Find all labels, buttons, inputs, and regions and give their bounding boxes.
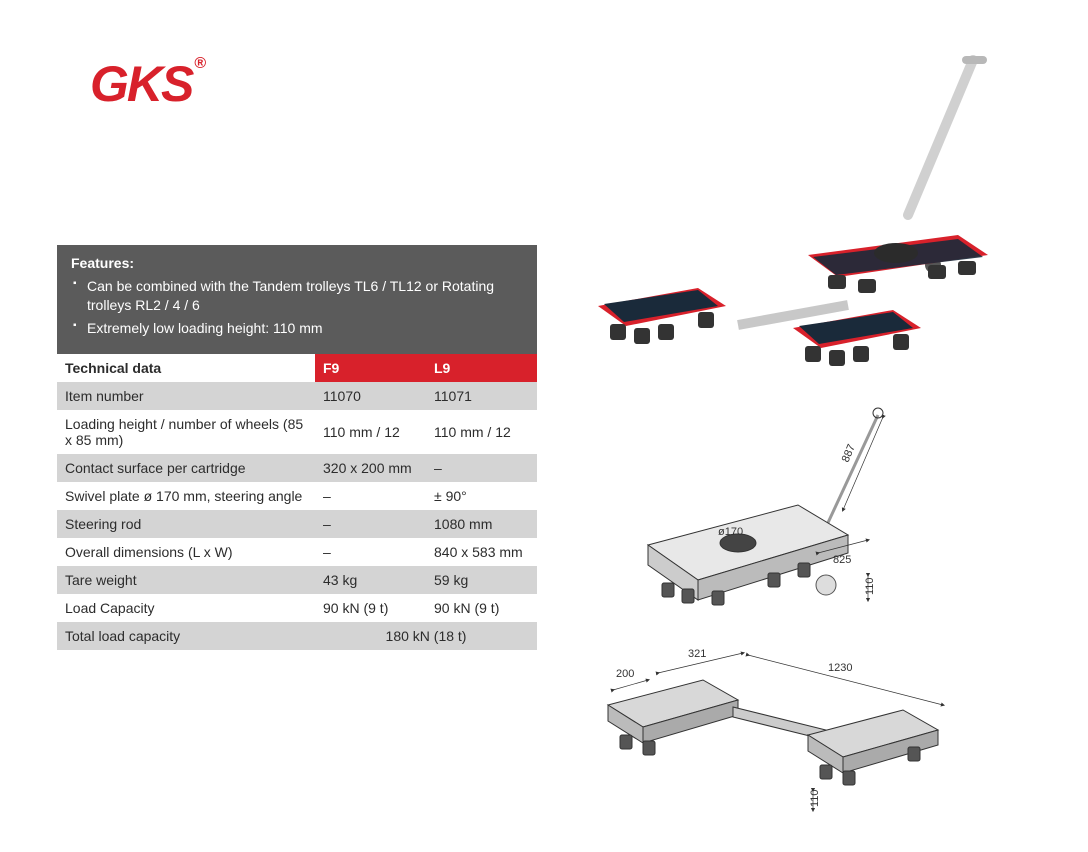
table-row: Total load capacity180 kN (18 t) [57, 622, 537, 650]
row-label: Loading height / number of wheels (85 x … [57, 410, 315, 454]
dim-label: 110 [809, 789, 821, 807]
dim-label: 825 [833, 554, 851, 566]
dim-label: 1230 [828, 662, 852, 674]
row-label: Steering rod [57, 510, 315, 538]
dim-label: 321 [688, 648, 706, 660]
dim-label: ø170 [718, 526, 743, 538]
table-cell: – [426, 454, 537, 482]
dim-label: 110 [864, 577, 876, 595]
technical-data-table: Technical data F9 L9 Item number11070110… [57, 354, 537, 650]
table-cell: – [315, 510, 426, 538]
brand-logo: GKS® [90, 55, 204, 113]
table-cell: ± 90° [426, 482, 537, 510]
feature-item: Can be combined with the Tandem trolleys… [71, 277, 523, 315]
features-list: Can be combined with the Tandem trolleys… [71, 277, 523, 338]
feature-item: Extremely low loading height: 110 mm [71, 319, 523, 338]
table-cell-merged: 180 kN (18 t) [315, 622, 537, 650]
table-column-header: F9 [315, 354, 426, 382]
table-cell: 840 x 583 mm [426, 538, 537, 566]
table-cell: 59 kg [426, 566, 537, 594]
table-row: Item number1107011071 [57, 382, 537, 410]
table-cell: 90 kN (9 t) [426, 594, 537, 622]
table-cell: 110 mm / 12 [426, 410, 537, 454]
table-row: Load Capacity90 kN (9 t)90 kN (9 t) [57, 594, 537, 622]
registered-mark: ® [194, 55, 204, 72]
dim-label: 200 [616, 668, 634, 680]
table-cell: 1080 mm [426, 510, 537, 538]
table-cell: 11071 [426, 382, 537, 410]
table-column-header: L9 [426, 354, 537, 382]
row-label: Tare weight [57, 566, 315, 594]
table-cell: 11070 [315, 382, 426, 410]
logo-text: GKS [90, 56, 192, 112]
table-cell: – [315, 538, 426, 566]
table-row: Overall dimensions (L x W)–840 x 583 mm [57, 538, 537, 566]
table-cell: 320 x 200 mm [315, 454, 426, 482]
table-cell: 110 mm / 12 [315, 410, 426, 454]
row-label: Item number [57, 382, 315, 410]
row-label: Overall dimensions (L x W) [57, 538, 315, 566]
row-label: Load Capacity [57, 594, 315, 622]
table-row: Tare weight43 kg59 kg [57, 566, 537, 594]
table-header-label: Technical data [57, 354, 315, 382]
table-row: Swivel plate ø 170 mm, steering angle–± … [57, 482, 537, 510]
table-cell: 43 kg [315, 566, 426, 594]
table-cell: 90 kN (9 t) [315, 594, 426, 622]
technical-drawing: 887 825 ø170 110 200 321 1230 110 [588, 395, 1028, 825]
table-row: Contact surface per cartridge320 x 200 m… [57, 454, 537, 482]
table-row: Steering rod–1080 mm [57, 510, 537, 538]
table-cell: – [315, 482, 426, 510]
table-row: Loading height / number of wheels (85 x … [57, 410, 537, 454]
product-photo [578, 40, 1058, 390]
row-label: Swivel plate ø 170 mm, steering angle [57, 482, 315, 510]
row-label: Contact surface per cartridge [57, 454, 315, 482]
features-title: Features: [71, 255, 523, 271]
left-content: Features: Can be combined with the Tande… [57, 245, 537, 650]
features-panel: Features: Can be combined with the Tande… [57, 245, 537, 354]
row-label: Total load capacity [57, 622, 315, 650]
